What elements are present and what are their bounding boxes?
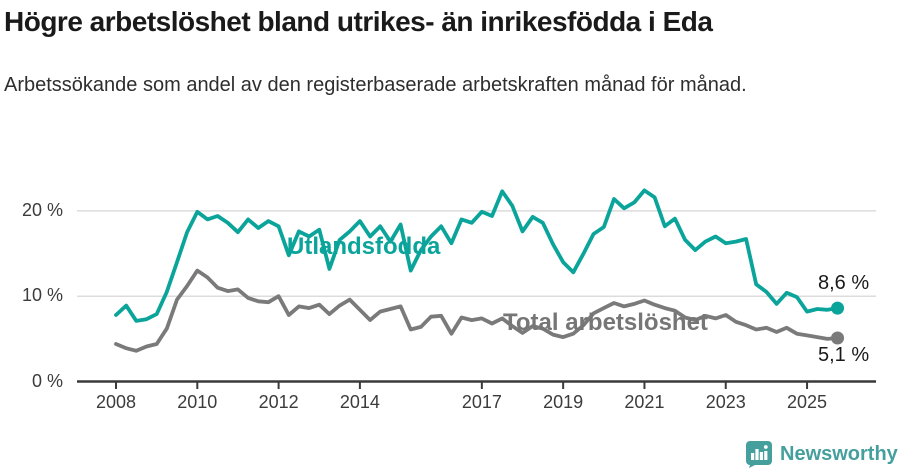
chart-subtitle: Arbetssökande som andel av den registerb… — [4, 74, 747, 96]
series-label-total-arbetsloshet: Total arbetslöshet — [503, 309, 708, 336]
x-tick-label: 2008 — [95, 392, 137, 412]
x-tick-label: 2019 — [543, 392, 584, 412]
y-tick-label: 20 % — [21, 199, 63, 220]
x-tick-label: 2025 — [787, 392, 828, 412]
y-tick-label: 10 % — [21, 285, 63, 306]
end-dot-total — [831, 331, 845, 345]
x-tick-label: 2012 — [258, 392, 299, 412]
line-utlandsfodda — [114, 188, 840, 323]
end-dot-utlandsfodda — [831, 301, 845, 315]
line-total — [114, 268, 840, 353]
x-tick-label: 2014 — [339, 392, 380, 412]
x-tick-label: 2023 — [705, 392, 746, 412]
end-value-total: 5,1 % — [818, 344, 870, 366]
x-tick-label: 2021 — [624, 392, 665, 412]
y-tick-label: 0 % — [31, 370, 63, 391]
page-title: Högre arbetslöshet bland utrikes- än inr… — [4, 6, 713, 37]
newsworthy-bar-chart-icon — [746, 441, 772, 468]
x-tick-label: 2017 — [461, 392, 502, 412]
end-value-utlandsfodda: 8,6 % — [818, 272, 870, 294]
newsworthy-logo: Newsworthy — [745, 440, 898, 468]
x-tick-label: 2010 — [177, 392, 218, 412]
series-label-utlandsfodda: Utlandsfödda — [287, 233, 441, 260]
newsworthy-logo-text: Newsworthy — [780, 442, 898, 465]
